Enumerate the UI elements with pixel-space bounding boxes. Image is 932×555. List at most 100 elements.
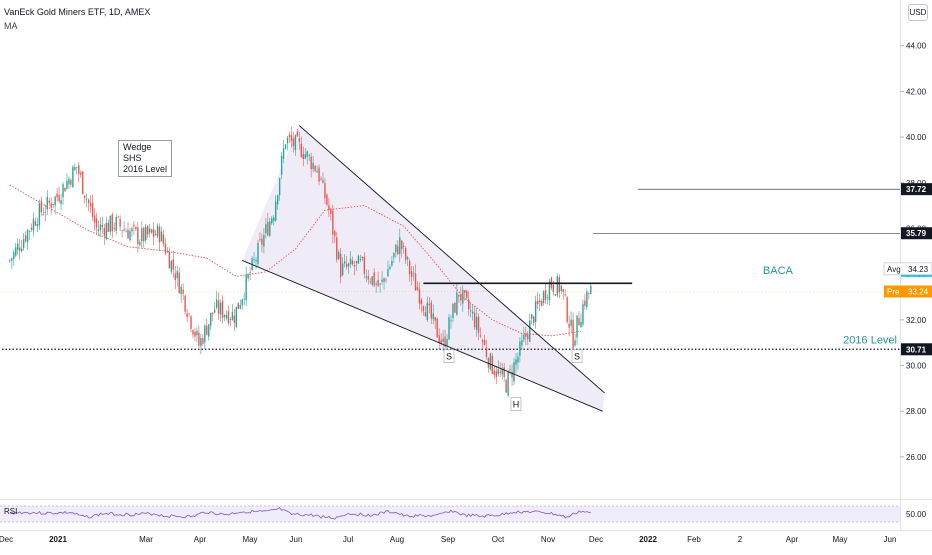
candle-body[interactable] [383,278,385,282]
candle-body[interactable] [286,137,289,144]
candle-body[interactable] [495,371,497,378]
candle-body[interactable] [80,172,82,175]
candle-body[interactable] [334,231,336,237]
candle-body[interactable] [357,255,360,264]
candle-body[interactable] [28,230,31,232]
candle-body[interactable] [505,380,507,393]
candle-body[interactable] [40,200,43,213]
candle-body[interactable] [245,274,247,301]
candle-body[interactable] [275,201,277,221]
candle-body[interactable] [78,165,80,174]
candle-body[interactable] [308,155,310,157]
candle-body[interactable] [373,272,375,286]
candle-body[interactable] [62,184,64,198]
candle-body[interactable] [462,289,464,304]
candle-body[interactable] [178,272,180,294]
candle-body[interactable] [560,285,562,292]
candle-body[interactable] [64,187,66,192]
candle-body[interactable] [273,217,275,221]
candle-body[interactable] [9,259,11,261]
candle-body[interactable] [215,299,218,308]
candle-body[interactable] [326,194,328,205]
candle-body[interactable] [156,225,159,237]
moving-average-line[interactable] [9,184,582,337]
candle-body[interactable] [168,251,171,269]
candle-body[interactable] [534,301,537,322]
candle-body[interactable] [454,302,456,313]
candle-body[interactable] [468,299,470,310]
candle-body[interactable] [588,293,590,294]
candle-body[interactable] [507,371,509,396]
candle-body[interactable] [304,154,306,159]
candle-body[interactable] [20,248,23,252]
candle-body[interactable] [359,258,362,260]
candle-body[interactable] [235,306,238,327]
candle-body[interactable] [127,229,129,239]
candle-body[interactable] [340,253,342,277]
candle-body[interactable] [316,171,318,173]
indicator-label[interactable]: MA [4,21,18,31]
candle-body[interactable] [410,271,413,277]
candle-body[interactable] [99,224,102,231]
candle-body[interactable] [131,228,133,232]
candle-body[interactable] [517,356,519,363]
candle-body[interactable] [247,274,249,279]
candle-body[interactable] [519,341,521,356]
candle-body[interactable] [345,263,348,267]
candle-body[interactable] [219,302,222,315]
candle-body[interactable] [426,302,429,321]
candle-body[interactable] [148,228,151,233]
candle-body[interactable] [306,151,308,157]
candle-body[interactable] [389,266,391,269]
candle-body[interactable] [562,288,564,292]
candle-body[interactable] [221,300,224,318]
candle-body[interactable] [432,313,434,320]
candle-body[interactable] [52,204,54,205]
candle-body[interactable] [259,239,261,241]
candle-body[interactable] [154,233,157,235]
candle-body[interactable] [198,332,200,346]
candle-body[interactable] [211,312,214,315]
candle-body[interactable] [328,205,330,210]
candle-body[interactable] [74,167,76,171]
candle-body[interactable] [503,367,505,378]
candle-body[interactable] [147,226,149,235]
candle-body[interactable] [271,218,273,224]
candle-body[interactable] [371,276,373,285]
candle-body[interactable] [107,222,110,232]
rsi-line[interactable] [9,507,591,520]
candle-body[interactable] [208,324,210,337]
candle-body[interactable] [267,221,269,236]
candle-body[interactable] [186,313,188,318]
candle-body[interactable] [558,277,560,293]
candle-body[interactable] [501,369,503,375]
candle-body[interactable] [237,302,239,309]
wedge-note[interactable]: Wedge SHS 2016 Level [118,140,173,177]
candle-body[interactable] [213,309,216,313]
candle-body[interactable] [85,198,88,200]
candle-body[interactable] [473,312,476,328]
candle-body[interactable] [497,369,499,375]
candle-body[interactable] [24,235,27,242]
candle-body[interactable] [466,290,468,298]
candle-body[interactable] [302,154,304,159]
candle-body[interactable] [511,371,513,378]
candle-body[interactable] [375,283,377,285]
candle-body[interactable] [574,340,576,346]
candle-body[interactable] [393,252,395,258]
candle-body[interactable] [353,265,356,267]
candle-body[interactable] [139,242,141,246]
candle-body[interactable] [458,294,460,297]
candle-body[interactable] [83,195,86,198]
candle-body[interactable] [292,138,295,147]
candle-body[interactable] [54,196,56,206]
candle-body[interactable] [572,319,574,348]
candle-body[interactable] [192,330,194,335]
candle-body[interactable] [314,165,316,171]
candle-body[interactable] [143,227,145,242]
candle-body[interactable] [202,338,204,344]
candle-body[interactable] [36,224,39,227]
candle-body[interactable] [129,231,131,241]
candle-body[interactable] [347,263,350,267]
candle-body[interactable] [387,269,389,277]
